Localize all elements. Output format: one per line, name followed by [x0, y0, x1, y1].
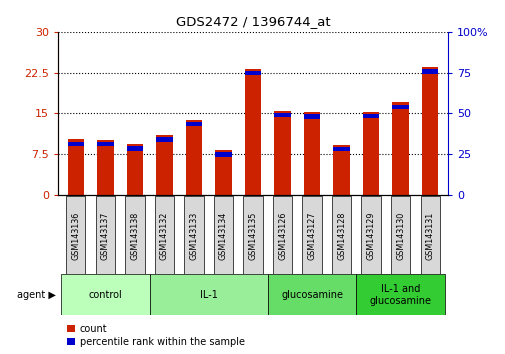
Bar — [272, 196, 291, 274]
Bar — [155, 196, 174, 274]
Bar — [156, 135, 172, 195]
Bar — [392, 102, 408, 195]
Text: agent ▶: agent ▶ — [17, 290, 56, 300]
Bar — [156, 137, 172, 142]
Bar — [68, 139, 84, 195]
Text: GSM143135: GSM143135 — [248, 211, 257, 259]
Text: glucosamine: glucosamine — [280, 290, 342, 300]
Bar — [215, 150, 231, 195]
Bar — [421, 69, 437, 74]
Bar — [97, 140, 113, 195]
Bar — [356, 274, 444, 315]
Legend: count, percentile rank within the sample: count, percentile rank within the sample — [63, 320, 248, 350]
Title: GDS2472 / 1396744_at: GDS2472 / 1396744_at — [175, 15, 330, 28]
Text: GSM143127: GSM143127 — [307, 211, 316, 260]
Bar — [362, 112, 378, 195]
Bar — [149, 274, 267, 315]
Text: control: control — [88, 290, 122, 300]
Bar — [243, 196, 262, 274]
Bar — [95, 196, 115, 274]
Text: GSM143131: GSM143131 — [425, 211, 434, 259]
Bar — [421, 67, 437, 195]
Bar — [267, 274, 356, 315]
Bar — [302, 196, 321, 274]
Bar — [184, 196, 203, 274]
Text: GSM143129: GSM143129 — [366, 211, 375, 260]
Bar — [244, 71, 261, 75]
Text: IL-1: IL-1 — [199, 290, 217, 300]
Bar — [274, 113, 290, 117]
Bar — [214, 196, 233, 274]
Bar — [215, 152, 231, 157]
Bar — [61, 274, 149, 315]
Bar — [185, 120, 201, 195]
Text: GSM143137: GSM143137 — [100, 211, 110, 259]
Bar — [304, 114, 320, 119]
Bar — [127, 144, 143, 195]
Bar — [244, 69, 261, 195]
Text: GSM143128: GSM143128 — [336, 211, 345, 259]
Bar — [333, 145, 349, 195]
Bar — [304, 112, 320, 195]
Text: GSM143130: GSM143130 — [395, 211, 405, 259]
Bar — [125, 196, 144, 274]
Text: GSM143134: GSM143134 — [219, 211, 228, 259]
Text: GSM143136: GSM143136 — [71, 211, 80, 259]
Bar — [127, 147, 143, 151]
Text: GSM143138: GSM143138 — [130, 211, 139, 259]
Bar — [274, 110, 290, 195]
Text: IL-1 and
glucosamine: IL-1 and glucosamine — [369, 284, 431, 306]
Bar — [97, 142, 113, 147]
Bar — [331, 196, 350, 274]
Bar — [333, 147, 349, 151]
Text: GSM143133: GSM143133 — [189, 211, 198, 259]
Bar — [185, 122, 201, 126]
Text: GSM143126: GSM143126 — [277, 211, 286, 259]
Bar — [420, 196, 439, 274]
Bar — [390, 196, 410, 274]
Bar — [361, 196, 380, 274]
Bar — [362, 114, 378, 118]
Text: GSM143132: GSM143132 — [160, 211, 169, 259]
Bar — [68, 142, 84, 146]
Bar — [392, 104, 408, 109]
Bar — [66, 196, 85, 274]
